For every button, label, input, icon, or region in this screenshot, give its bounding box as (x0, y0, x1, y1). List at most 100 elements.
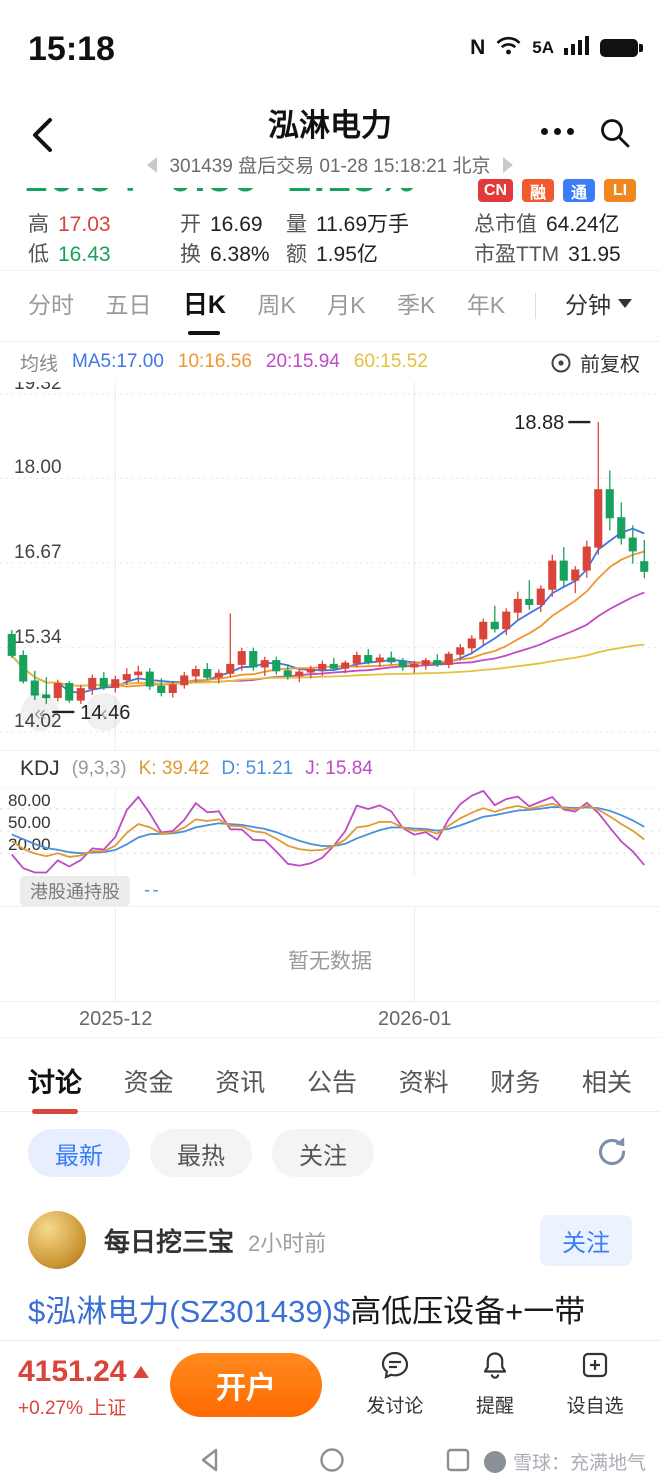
content-tabs: 讨论 资金 资讯 公告 资料 财务 相关 (0, 1047, 660, 1114)
stat-value: 11.69万手 (316, 213, 409, 236)
ma-label: 均线 (20, 353, 59, 375)
current-price: 16.54 (24, 188, 139, 200)
stats-grid: 高 17.03 开 16.69 量 11.69万手 总市值 64.24亿低 16.43 换 6.38… (0, 204, 660, 270)
content-tab-6[interactable]: 相关 (582, 1049, 632, 1113)
target-icon (551, 353, 571, 372)
svg-text:14.46: 14.46 (80, 702, 130, 724)
follow-button[interactable]: 关注 (540, 1214, 632, 1266)
action-1[interactable]: 提醒 (476, 1349, 514, 1418)
period-tab-2[interactable]: 日K (181, 271, 228, 341)
nfc-icon: N (470, 35, 486, 59)
svg-text:15.34: 15.34 (14, 627, 62, 648)
hk-holdings-row: 港股通持股 -- (0, 876, 660, 906)
stat-label: 换 (180, 243, 201, 266)
stat-label: 额 (286, 243, 307, 266)
kdj-chart[interactable]: 80.00 50.00 20.00 (0, 788, 660, 876)
filter-pills: 最新 最热 关注 (28, 1129, 374, 1177)
wifi-icon (495, 34, 522, 61)
content-tab-label: 财务 (490, 1068, 541, 1097)
period-tab-6[interactable]: 年K (465, 272, 507, 340)
status-bar: 15:18 N 5A (0, 0, 660, 94)
period-tab-minute[interactable]: 分钟 (563, 272, 634, 340)
ma-value-3: 60:15.52 (353, 351, 428, 372)
kdj-name: KDJ (20, 757, 60, 780)
kdj-d-label: D: 51.21 (221, 758, 294, 779)
post-author[interactable]: 每日挖三宝 (104, 1226, 235, 1257)
kdj-header[interactable]: KDJ (9,3,3) K: 39.42 D: 51.21 J: 15.84 (0, 750, 660, 788)
stats-row-0: 高 17.03 开 16.69 量 11.69万手 总市值 64.24亿 (28, 208, 660, 238)
stat-value: 16.69 (210, 213, 263, 236)
svg-text:19.32: 19.32 (14, 382, 62, 394)
stat-value: 17.03 (58, 213, 111, 236)
content-tab-0[interactable]: 讨论 (28, 1047, 82, 1114)
post-meta: 每日挖三宝 2小时前 (104, 1222, 522, 1259)
action-0[interactable]: 发讨论 (366, 1349, 423, 1418)
empty-data-text: 暂无数据 (288, 950, 372, 973)
kdj-k-label: K: 39.42 (138, 758, 210, 779)
next-stock-icon[interactable] (502, 156, 513, 173)
svg-text:«: « (34, 702, 46, 725)
battery-icon (600, 38, 643, 57)
filter-pill-1[interactable]: 最热 (150, 1129, 252, 1177)
nav-home-icon[interactable] (318, 1446, 346, 1479)
period-tab-5[interactable]: 季K (395, 272, 437, 340)
content-tab-5[interactable]: 财务 (490, 1049, 540, 1113)
chevron-down-icon (617, 298, 632, 308)
svg-text:80.00: 80.00 (8, 791, 51, 810)
android-nav-bar: 雪球：充满地气 (0, 1436, 660, 1484)
back-icon[interactable] (26, 112, 60, 163)
adjust-toggle[interactable]: 前复权 (549, 348, 640, 377)
filter-pill-2[interactable]: 关注 (272, 1129, 374, 1177)
svg-text:16.67: 16.67 (14, 542, 62, 563)
stat-label: 开 (180, 213, 201, 236)
main-chart[interactable]: 19.32 18.00 16.67 15.34 14.02 18.88 14.46 « ‹ (0, 382, 660, 750)
action-label: 发讨论 (366, 1396, 424, 1417)
period-tab-4[interactable]: 月K (325, 272, 367, 340)
post-text[interactable]: $泓淋电力(SZ301439)$高低压设备+一带 (0, 1286, 660, 1366)
status-time: 15:18 (28, 30, 115, 68)
stat-cell-0-1: 开 16.69 (180, 208, 286, 238)
minute-tab-label: 分钟 (564, 292, 611, 318)
svg-text:50.00: 50.00 (8, 813, 51, 832)
nav-back-icon[interactable] (196, 1446, 224, 1479)
svg-text:18.88: 18.88 (514, 412, 564, 434)
open-account-button[interactable]: 开户 (170, 1353, 322, 1417)
ma-values: MA5:17.00 10:16.56 20:15.94 60:15.52 (72, 351, 428, 373)
period-tab-label: 月K (327, 292, 366, 318)
stat-value: 64.24亿 (546, 213, 620, 236)
stock-subtitle: 301439 盘后交易 01-28 15:18:21 北京 (169, 156, 491, 177)
period-tab-3[interactable]: 周K (255, 272, 297, 340)
watermark: 雪球：充满地气 (483, 1448, 646, 1475)
period-tab-0[interactable]: 分时 (26, 272, 76, 340)
svg-text:20.00: 20.00 (8, 835, 51, 854)
prev-stock-icon[interactable] (147, 156, 158, 173)
nav-recent-icon[interactable] (444, 1446, 472, 1479)
period-tab-label: 日K (182, 291, 226, 319)
page-title: 泓淋电力 (268, 108, 392, 143)
index-quote[interactable]: 4151.24 +0.27% 上证 (18, 1355, 150, 1420)
content-tab-1[interactable]: 资金 (124, 1049, 174, 1113)
filter-pill-0[interactable]: 最新 (28, 1129, 130, 1177)
refresh-icon[interactable] (594, 1134, 630, 1175)
stat-cell-0-2: 量 11.69万手 (286, 208, 474, 238)
content-tab-3[interactable]: 公告 (307, 1049, 357, 1113)
price-change: -0.36 (153, 188, 259, 200)
period-tab-label: 年K (466, 292, 506, 318)
content-tab-label: 讨论 (28, 1068, 82, 1098)
action-2[interactable]: 设自选 (567, 1349, 624, 1418)
search-icon[interactable] (598, 116, 632, 155)
stock-badge-0: CN (477, 179, 513, 202)
more-icon[interactable] (541, 128, 574, 135)
content-tab-label: 资讯 (215, 1068, 266, 1097)
content-tab-2[interactable]: 资讯 (215, 1049, 265, 1113)
period-tab-1[interactable]: 五日 (103, 272, 153, 340)
stock-link[interactable]: $泓淋电力(SZ301439)$ (28, 1294, 351, 1329)
period-tab-label: 季K (396, 292, 436, 318)
content-tab-4[interactable]: 资料 (399, 1049, 449, 1113)
price-change-percent: -2.13% (272, 188, 417, 200)
watchlist-icon (579, 1349, 611, 1386)
content-tab-label: 相关 (581, 1068, 632, 1097)
index-value: 4151.24 (18, 1355, 127, 1388)
avatar[interactable] (28, 1211, 86, 1269)
bottom-actions: 发讨论 提醒 设自选 (340, 1349, 650, 1418)
